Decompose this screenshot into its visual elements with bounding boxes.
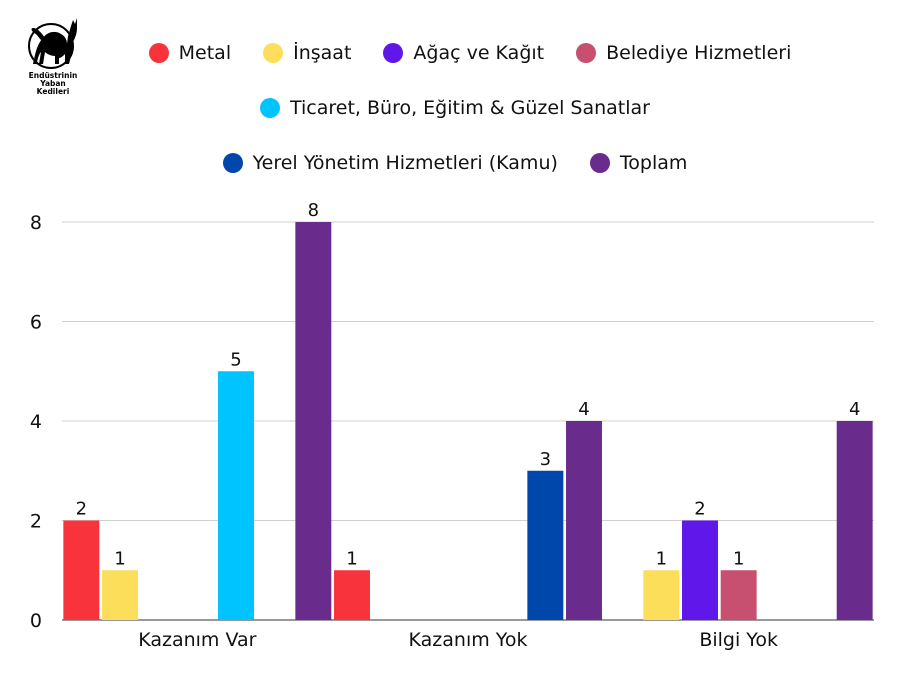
bar <box>102 570 138 620</box>
data-label: 1 <box>733 548 744 569</box>
x-tick-label: Kazanım Var <box>138 629 256 651</box>
data-label: 8 <box>308 200 319 221</box>
y-tick-label: 2 <box>30 511 42 533</box>
bar <box>63 520 100 620</box>
bar <box>566 421 602 620</box>
data-label: 3 <box>540 449 551 470</box>
legend-swatch-toplam <box>589 153 610 173</box>
logo-text-line-3: Kedileri <box>36 87 70 96</box>
legend-label-insaat: İnşaat <box>293 42 352 64</box>
legend-label-yerel-yonetim: Yerel Yönetim Hizmetleri (Kamu) <box>252 152 558 174</box>
y-tick-label: 4 <box>30 411 42 433</box>
data-label: 1 <box>656 548 667 569</box>
legend-swatch-belediye-hizmetleri <box>576 43 597 63</box>
bar <box>295 222 332 620</box>
y-tick-label: 0 <box>30 610 42 632</box>
legend-swatch-yerel-yonetim <box>222 153 243 173</box>
bar <box>334 570 370 620</box>
x-tick-label: Bilgi Yok <box>699 629 778 651</box>
legend-item-yerel-yonetim[interactable]: Yerel Yönetim Hizmetleri (Kamu) <box>222 152 558 174</box>
y-tick-label: 6 <box>30 312 42 334</box>
data-label: 4 <box>578 399 589 420</box>
bar <box>218 371 254 620</box>
legend-item-toplam[interactable]: Toplam <box>589 152 688 174</box>
legend-label-toplam: Toplam <box>619 152 688 174</box>
bar <box>836 421 873 620</box>
bar <box>682 520 718 620</box>
data-label: 4 <box>849 399 860 420</box>
legend-swatch-ticaret <box>260 98 280 118</box>
legend-item-insaat[interactable]: İnşaat <box>263 42 351 64</box>
legend-row-3: Yerel Yönetim Hizmetleri (Kamu) Toplam <box>0 152 910 174</box>
legend-label-metal: Metal <box>178 42 232 64</box>
legend-row-2: Ticaret, Büro, Eğitim & Güzel Sanatlar <box>0 97 910 119</box>
y-tick-label: 8 <box>30 212 42 234</box>
data-label: 5 <box>230 349 241 370</box>
data-label: 1 <box>346 548 357 569</box>
legend-label-ticaret: Ticaret, Büro, Eğitim & Güzel Sanatlar <box>290 97 650 119</box>
logo-text-line-1: Endüstrinin <box>28 71 78 80</box>
legend-label-agac-ve-kagit: Ağaç ve Kağıt <box>413 42 545 64</box>
legend-swatch-agac-ve-kagit <box>383 43 404 63</box>
legend-item-metal[interactable]: Metal <box>148 42 232 64</box>
data-label: 1 <box>114 548 125 569</box>
legend-item-belediye-hizmetleri[interactable]: Belediye Hizmetleri <box>576 42 791 64</box>
bar <box>643 570 680 620</box>
bar <box>720 570 757 620</box>
x-tick-label: Kazanım Yok <box>409 629 528 651</box>
legend-item-ticaret[interactable]: Ticaret, Büro, Eğitim & Güzel Sanatlar <box>260 97 650 119</box>
black-cat-icon <box>28 18 77 69</box>
data-label: 2 <box>76 499 87 520</box>
legend-label-belediye-hizmetleri: Belediye Hizmetleri <box>606 42 792 64</box>
logo-text-line-2: Yaban <box>40 79 66 88</box>
legend-row-1: Metal İnşaat Ağaç ve Kağıt Belediye Hizm… <box>0 42 910 64</box>
legend-item-agac-ve-kagit[interactable]: Ağaç ve Kağıt <box>383 42 544 64</box>
data-label: 2 <box>694 499 705 520</box>
bar <box>527 470 564 620</box>
logo: Endüstrinin Yaban Kedileri <box>22 14 84 106</box>
legend-swatch-metal <box>148 43 169 63</box>
legend-swatch-insaat <box>263 43 284 63</box>
